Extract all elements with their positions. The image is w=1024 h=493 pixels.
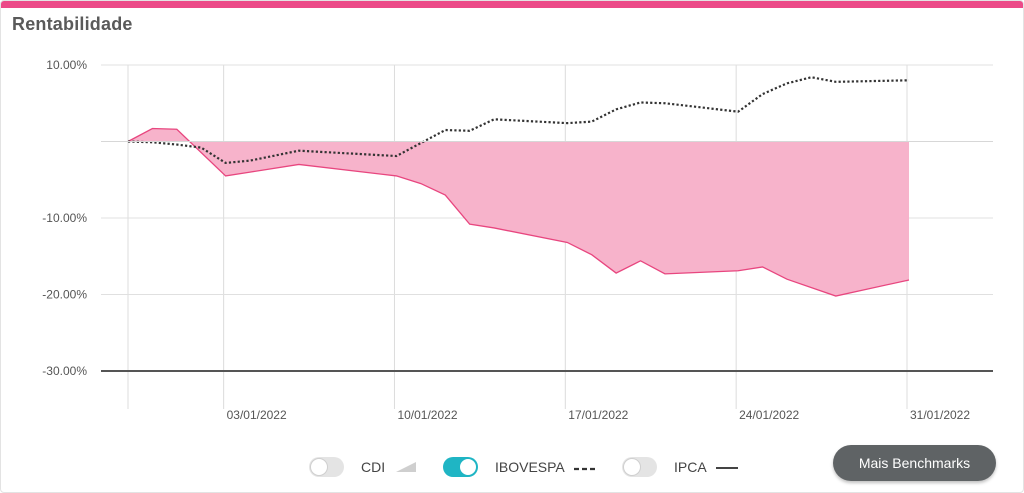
toggle-knob — [623, 458, 641, 476]
legend-item-ipca[interactable]: IPCA — [622, 453, 739, 481]
cdi-toggle[interactable] — [309, 457, 344, 477]
toggle-knob — [459, 458, 477, 476]
benchmark-legend: CDI IBOVESPA IPCA — [1, 453, 1023, 481]
x-tick-label: 24/01/2022 — [739, 408, 799, 422]
dashed-line-icon — [573, 467, 596, 471]
accent-top-bar — [1, 1, 1023, 8]
y-tick-label: 10.00% — [46, 58, 87, 72]
ibovespa-toggle[interactable] — [443, 457, 478, 477]
y-tick-label: -10.00% — [42, 211, 87, 225]
solid-line-icon — [715, 467, 738, 469]
legend-label-ibovespa: IBOVESPA — [495, 459, 565, 475]
legend-label-ipca: IPCA — [674, 459, 707, 475]
card-title: Rentabilidade — [12, 14, 133, 34]
x-tick-label: 31/01/2022 — [910, 408, 970, 422]
legend-label-cdi: CDI — [361, 459, 386, 475]
mais-benchmarks-button[interactable]: Mais Benchmarks — [833, 445, 996, 481]
legend-item-cdi[interactable]: CDI — [309, 453, 418, 481]
y-tick-label: -30.00% — [42, 364, 87, 378]
legend-item-ibovespa[interactable]: IBOVESPA — [443, 453, 597, 481]
toggle-knob — [310, 458, 328, 476]
area-wedge-icon — [396, 462, 417, 472]
series-layer — [101, 76, 993, 297]
x-tick-label: 10/01/2022 — [397, 408, 457, 422]
x-tick-labels: 03/01/2022 10/01/2022 17/01/2022 24/01/2022… — [227, 408, 971, 422]
ipca-toggle[interactable] — [622, 457, 657, 477]
x-tick-label: 17/01/2022 — [568, 408, 628, 422]
y-tick-labels: 10.00% -10.00% -20.00% -30.00% — [42, 58, 87, 378]
y-tick-label: -20.00% — [42, 288, 87, 302]
x-tick-label: 03/01/2022 — [227, 408, 287, 422]
returns-chart: 10.00% -10.00% -20.00% -30.00% 03/01/2022 10… — [42, 58, 993, 422]
portfolio-area — [128, 128, 909, 297]
